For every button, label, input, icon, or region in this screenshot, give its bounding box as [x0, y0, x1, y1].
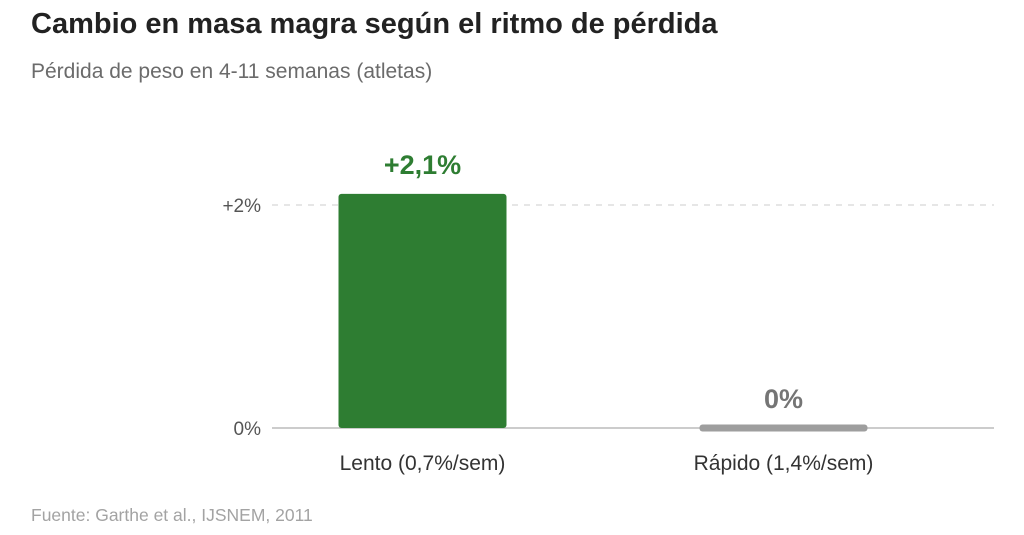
source-note: Fuente: Garthe et al., IJSNEM, 2011 [31, 505, 313, 525]
chart-title: Cambio en masa magra según el ritmo de p… [31, 8, 718, 40]
y-tick-label: +2% [222, 196, 261, 217]
bar-1 [699, 424, 868, 432]
category-label-0: Lento (0,7%/sem) [340, 452, 506, 475]
y-axis-ticks: 0% +2% [222, 196, 261, 440]
y-tick-label: 0% [234, 419, 262, 440]
bars [338, 193, 868, 432]
bar-0 [338, 193, 507, 428]
x-axis-categories: Lento (0,7%/sem) Rápido (1,4%/sem) [340, 452, 874, 475]
chart-subtitle: Pérdida de peso en 4-11 semanas (atletas… [31, 60, 433, 83]
data-labels: +2,1% 0% [384, 150, 803, 414]
data-label-0: +2,1% [384, 150, 461, 180]
data-label-1: 0% [764, 384, 803, 414]
category-label-1: Rápido (1,4%/sem) [694, 452, 874, 475]
